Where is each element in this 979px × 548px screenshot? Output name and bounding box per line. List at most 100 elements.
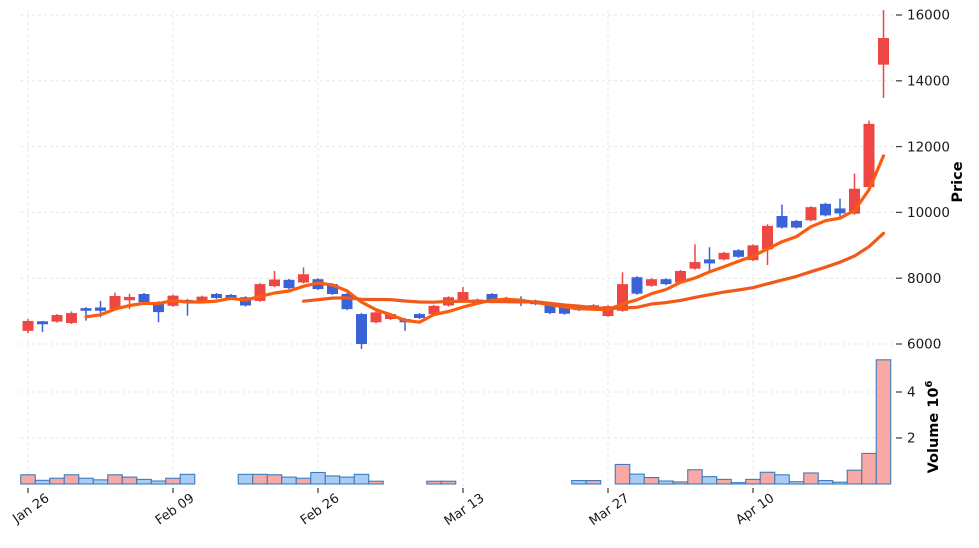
volume-bar [150,480,167,485]
candle-body-down [544,304,556,314]
volume-bar [643,477,660,485]
gridlines [20,10,893,487]
volume-bar [266,474,283,485]
candles [22,10,889,349]
price-tick-label: 6000 [907,337,941,353]
price-tick-label: 14000 [907,74,950,90]
volume-bar [295,477,312,485]
volume-bar [252,473,268,485]
candle-body-up [747,245,759,261]
candle-body-up [196,296,208,302]
candle-body-up [805,207,817,221]
candle-body-down [95,307,106,311]
volume-axis-unit-exponent: 6 [924,381,935,388]
candle-body-down [791,220,802,228]
price-tick-label: 8000 [907,271,941,287]
volume-bar [63,474,80,485]
candle-body-down [138,293,150,303]
volume-bar [426,480,442,485]
candle-body-up [617,284,628,311]
volume-bar [716,478,732,485]
price-axis-label: Price [950,161,966,202]
volume-bars [20,359,892,485]
ma20-line [301,231,886,311]
candle-body-up [22,320,34,331]
volume-bar [310,471,326,485]
volume-bar [121,476,138,485]
candle-body-up [51,315,63,322]
candle-body-up [849,188,860,214]
volume-bar [165,477,181,485]
volume-bar [78,477,94,485]
volume-bar [92,479,109,485]
price-tick-label: 10000 [907,205,950,221]
volume-bar [136,478,152,485]
candle-body-down [733,250,744,257]
volume-bar [846,469,863,485]
volume-bar [20,474,36,485]
volume-bar [571,479,587,485]
candle-body-up [124,296,135,301]
candle-body-down [80,308,92,311]
volume-bar [832,481,848,485]
candle-body-down [559,306,570,314]
date-tick-label: Feb 26 [298,491,342,528]
price-tick-label: 16000 [907,8,950,24]
volume-bar [49,477,65,485]
candle-body-down [327,284,338,294]
candle-body-down [153,302,164,313]
date-tick-label: Apr 10 [733,491,777,528]
volume-bar [745,478,761,485]
volume-bar [730,482,747,485]
volume-bar [817,479,834,485]
candle-body-up [863,123,875,188]
volume-tick-label: 2 [907,431,916,447]
volume-axis-label-word: Volume [926,413,942,474]
candle-body-up [298,274,309,283]
candle-body-up [878,38,889,65]
volume-bar [585,479,602,485]
volume-bar [658,480,674,485]
candle-body-up [254,284,266,301]
volume-bar [179,473,196,485]
candle-body-up [428,305,440,315]
candle-body-up [718,252,730,260]
volume-bar [324,475,341,485]
date-tick-label: Feb 09 [153,491,197,528]
candle-body-down [486,293,498,303]
candle-body-up [385,314,396,319]
candle-body-down [820,203,831,216]
volume-bar [803,472,819,485]
candle-body-down [283,279,295,289]
date-tick-label: Mar 27 [587,491,633,529]
candle-body-up [66,313,77,323]
volume-axis-label: Volume 106 [924,381,942,474]
volume-bar [672,481,689,485]
volume-bar [368,480,384,485]
volume-bar [774,474,790,485]
volume-bar [237,473,254,485]
candle-body-down [776,216,788,228]
date-tick-label: Jan 26 [10,491,53,527]
volume-bar [614,463,631,485]
candle-body-down [225,294,237,298]
candle-body-up [370,312,382,323]
moving-average-lines [84,154,886,324]
price-tick-label: 12000 [907,139,950,155]
candle-body-down [37,321,48,325]
candle-body-up [675,270,686,283]
candle-body-up [646,279,657,286]
volume-bar [629,473,645,485]
volume-bar [861,452,877,485]
volume-tick-label: 4 [907,385,916,401]
candle-body-down [704,259,715,264]
candle-body-down [356,314,367,344]
candle-body-up [762,225,773,250]
candle-body-down [834,208,846,214]
volume-bar [875,359,892,485]
volume-bar [281,476,297,485]
candle-body-down [631,277,643,294]
candle-body-down [660,279,672,285]
volume-bar [107,474,123,485]
